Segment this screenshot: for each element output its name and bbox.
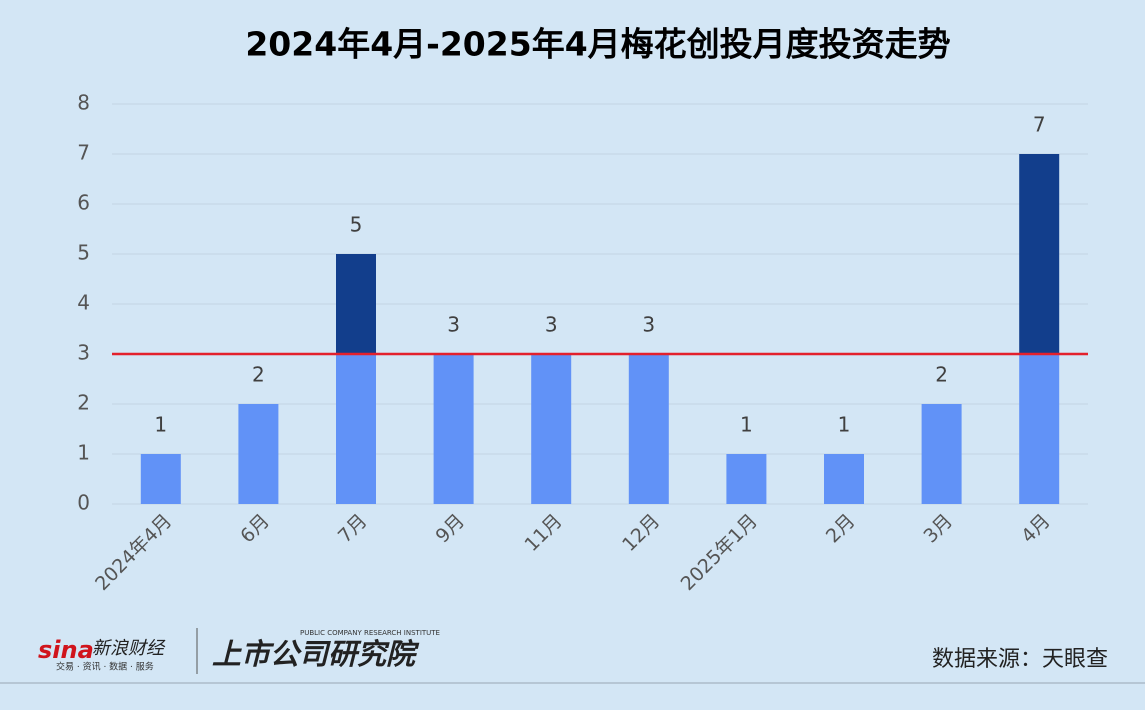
value-label: 1 — [740, 413, 753, 437]
x-tick-label: 2月 — [822, 510, 860, 548]
bar — [1019, 354, 1060, 504]
value-label: 7 — [1033, 113, 1046, 137]
x-tick-label: 11月 — [521, 510, 567, 556]
bar — [238, 404, 279, 504]
y-tick-label: 8 — [77, 91, 90, 115]
sina-logo: sina — [38, 636, 94, 664]
y-tick-label: 5 — [77, 241, 90, 265]
bar — [336, 354, 376, 504]
institute-en: PUBLIC COMPANY RESEARCH INSTITUTE — [300, 629, 440, 637]
bar — [531, 354, 572, 504]
value-label: 3 — [642, 313, 655, 337]
value-label: 2 — [252, 363, 265, 387]
y-tick-label: 4 — [77, 291, 90, 315]
bar — [433, 354, 474, 504]
bar — [140, 454, 181, 504]
y-tick-label: 1 — [77, 441, 90, 465]
x-tick-label: 2025年1月 — [677, 510, 762, 595]
institute-name: 上市公司研究院 — [212, 637, 420, 671]
bar-above-reference — [1019, 154, 1060, 354]
x-tick-label: 2024年4月 — [91, 510, 176, 595]
bar — [726, 454, 767, 504]
value-label: 1 — [838, 413, 851, 437]
y-tick-label: 0 — [77, 491, 90, 515]
x-tick-label: 4月 — [1017, 510, 1055, 548]
source: 数据来源：天眼查 — [932, 647, 1108, 672]
bar — [824, 454, 864, 504]
x-tick-label: 9月 — [431, 510, 469, 548]
chart-title: 2024年4月-2025年4月梅花创投月度投资走势 — [245, 25, 950, 64]
bar — [921, 404, 962, 504]
bar-above-reference — [336, 254, 376, 354]
value-label: 1 — [154, 413, 167, 437]
sina-name: 新浪财经 — [92, 638, 166, 659]
x-tick-label: 6月 — [236, 510, 274, 548]
x-tick-label: 3月 — [919, 510, 957, 548]
value-label: 3 — [447, 313, 460, 337]
value-label: 3 — [545, 313, 558, 337]
y-tick-label: 3 — [77, 341, 90, 365]
y-tick-label: 7 — [77, 141, 90, 165]
value-label: 2 — [935, 363, 948, 387]
sina-tagline: 交易 · 资讯 · 数据 · 服务 — [56, 661, 154, 673]
y-tick-label: 6 — [77, 191, 90, 215]
value-label: 5 — [350, 213, 363, 237]
x-tick-label: 7月 — [334, 510, 372, 548]
bar — [628, 354, 669, 504]
x-tick-label: 12月 — [618, 510, 664, 556]
y-tick-label: 2 — [77, 391, 90, 415]
